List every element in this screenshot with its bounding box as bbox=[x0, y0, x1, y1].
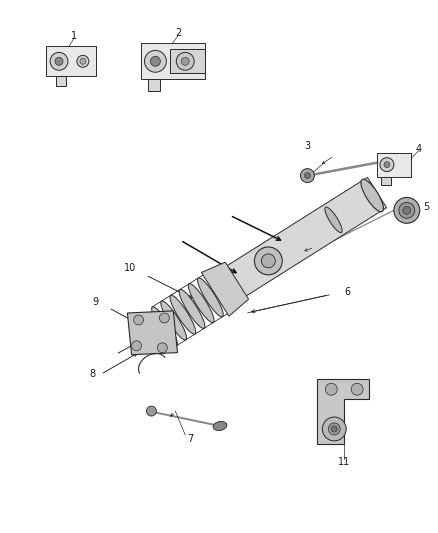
Circle shape bbox=[325, 383, 337, 395]
Circle shape bbox=[150, 56, 160, 66]
Circle shape bbox=[157, 343, 167, 353]
Circle shape bbox=[328, 423, 340, 435]
Text: 4: 4 bbox=[416, 144, 422, 154]
Ellipse shape bbox=[198, 278, 223, 317]
Text: 7: 7 bbox=[187, 434, 193, 444]
Text: 10: 10 bbox=[124, 263, 137, 273]
Circle shape bbox=[380, 158, 394, 172]
Circle shape bbox=[159, 313, 170, 323]
Text: 6: 6 bbox=[344, 287, 350, 297]
Ellipse shape bbox=[213, 422, 227, 431]
Polygon shape bbox=[381, 176, 391, 184]
Polygon shape bbox=[46, 46, 96, 76]
Text: 2: 2 bbox=[175, 28, 181, 38]
Circle shape bbox=[80, 58, 86, 64]
Circle shape bbox=[134, 315, 144, 325]
Ellipse shape bbox=[152, 306, 177, 346]
Polygon shape bbox=[56, 76, 66, 86]
Circle shape bbox=[55, 58, 63, 65]
Text: 5: 5 bbox=[424, 203, 430, 212]
Polygon shape bbox=[141, 43, 205, 79]
Ellipse shape bbox=[179, 289, 205, 328]
Circle shape bbox=[322, 417, 346, 441]
Circle shape bbox=[399, 203, 415, 219]
Polygon shape bbox=[318, 379, 369, 444]
Circle shape bbox=[145, 51, 166, 72]
Polygon shape bbox=[377, 153, 411, 176]
Circle shape bbox=[304, 173, 311, 179]
Circle shape bbox=[331, 426, 337, 432]
Text: 9: 9 bbox=[93, 297, 99, 307]
Ellipse shape bbox=[361, 179, 383, 212]
Text: 8: 8 bbox=[90, 369, 96, 379]
Circle shape bbox=[254, 247, 282, 275]
Circle shape bbox=[384, 161, 390, 168]
Circle shape bbox=[176, 52, 194, 70]
Ellipse shape bbox=[170, 295, 196, 334]
Circle shape bbox=[351, 383, 363, 395]
Polygon shape bbox=[211, 177, 386, 306]
Circle shape bbox=[77, 55, 89, 67]
Ellipse shape bbox=[161, 301, 187, 340]
Text: 11: 11 bbox=[338, 457, 350, 467]
Circle shape bbox=[181, 58, 189, 65]
Circle shape bbox=[131, 341, 141, 351]
Circle shape bbox=[146, 406, 156, 416]
Polygon shape bbox=[201, 262, 249, 316]
Polygon shape bbox=[148, 79, 160, 91]
Text: 3: 3 bbox=[304, 141, 311, 151]
Ellipse shape bbox=[188, 284, 214, 322]
Ellipse shape bbox=[325, 207, 342, 232]
Polygon shape bbox=[127, 311, 177, 355]
Circle shape bbox=[394, 197, 420, 223]
Circle shape bbox=[50, 52, 68, 70]
Circle shape bbox=[300, 168, 314, 182]
Circle shape bbox=[403, 206, 411, 214]
Text: 1: 1 bbox=[71, 31, 77, 42]
Polygon shape bbox=[170, 50, 205, 73]
Circle shape bbox=[261, 254, 276, 268]
